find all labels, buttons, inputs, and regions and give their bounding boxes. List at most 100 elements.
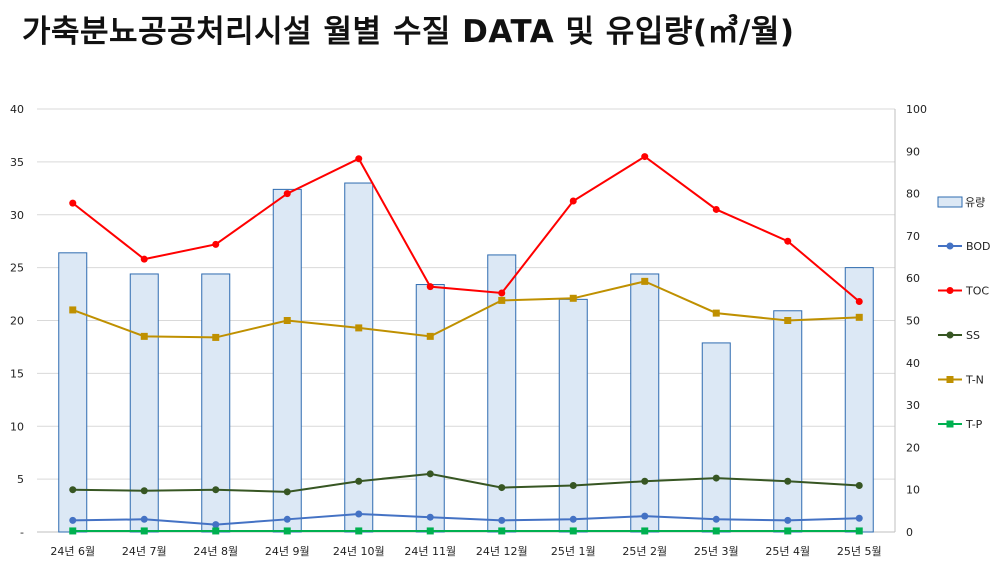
legend-label-TOC: TOC <box>965 285 989 298</box>
legend-label-SS: SS <box>966 329 980 342</box>
legend-label-BOD: BOD <box>966 240 990 253</box>
point-T-P <box>712 527 720 535</box>
point-T-N <box>140 332 148 340</box>
point-SS <box>355 477 363 485</box>
x-tick-label: 25년 1월 <box>551 545 596 558</box>
chart-title: 가축분뇨공공처리시설 월별 수질 DATA 및 유입량(㎥/월) <box>22 14 795 50</box>
point-T-N <box>283 317 291 324</box>
point-SS <box>784 477 792 485</box>
right-tick-label: 100 <box>906 103 927 116</box>
bar-유량 <box>558 298 588 533</box>
point-TOC <box>855 297 863 305</box>
legend-marker-T-N <box>946 376 954 383</box>
point-SS <box>426 470 434 478</box>
point-T-P <box>784 527 792 535</box>
left-tick-label: 5 <box>17 473 24 486</box>
point-BOD <box>569 515 577 523</box>
point-SS <box>498 484 506 492</box>
point-T-N <box>712 309 720 317</box>
point-T-N <box>498 296 506 304</box>
series-line-T-N <box>72 280 860 339</box>
point-T-N <box>426 332 434 340</box>
legend-label-T-N: T-N <box>965 374 984 387</box>
point-BOD <box>498 516 506 524</box>
bar-유량 <box>701 342 731 533</box>
left-tick-label: 25 <box>10 262 24 275</box>
point-BOD <box>212 521 220 529</box>
bar-유량 <box>344 182 374 533</box>
right-tick-label: 70 <box>906 230 920 243</box>
left-tick-label: - <box>20 526 24 539</box>
right-tick-label: 60 <box>906 272 920 285</box>
point-TOC <box>283 190 291 198</box>
point-T-P <box>283 527 291 535</box>
left-tick-label: 30 <box>10 209 24 222</box>
right-tick-label: 80 <box>906 188 920 201</box>
legend-label-유량: 유량 <box>965 196 985 209</box>
right-tick-label: 10 <box>906 484 920 497</box>
point-SS <box>641 477 649 485</box>
right-tick-label: 0 <box>906 526 913 539</box>
right-tick-label: 30 <box>906 399 920 412</box>
bar-유량 <box>272 188 302 533</box>
point-T-N <box>355 324 363 332</box>
right-tick-label: 40 <box>906 357 920 370</box>
point-TOC <box>498 289 506 297</box>
legend-swatch-유량 <box>937 196 963 208</box>
bar-유량 <box>415 284 445 533</box>
x-tick-label: 24년 10월 <box>333 545 385 558</box>
right-tick-label: 50 <box>906 315 920 328</box>
point-T-P <box>426 527 434 535</box>
point-T-N <box>784 317 792 324</box>
point-T-P <box>355 527 363 535</box>
point-T-N <box>641 277 649 285</box>
point-TOC <box>784 237 792 245</box>
point-BOD <box>140 515 148 523</box>
x-tick-label: 25년 3월 <box>694 545 739 558</box>
point-SS <box>212 486 220 494</box>
point-TOC <box>712 205 720 213</box>
point-T-P <box>498 527 506 535</box>
point-T-N <box>69 306 77 314</box>
left-tick-label: 15 <box>10 367 24 380</box>
point-T-P <box>212 527 220 535</box>
point-T-P <box>641 527 649 535</box>
point-T-N <box>569 294 577 302</box>
point-T-N <box>855 313 863 321</box>
point-BOD <box>355 510 363 518</box>
bar-유량 <box>844 267 874 533</box>
x-tick-label: 24년 6월 <box>50 545 95 558</box>
point-BOD <box>784 516 792 524</box>
point-SS <box>283 488 291 496</box>
point-TOC <box>69 199 77 207</box>
x-tick-label: 24년 8월 <box>193 545 238 558</box>
left-tick-label: 10 <box>10 420 24 433</box>
point-TOC <box>140 255 148 263</box>
point-TOC <box>355 155 363 163</box>
bar-유량 <box>773 310 803 533</box>
point-BOD <box>641 512 649 520</box>
point-BOD <box>855 514 863 522</box>
point-BOD <box>426 513 434 521</box>
left-tick-label: 40 <box>10 103 24 116</box>
x-tick-label: 24년 7월 <box>122 545 167 558</box>
x-tick-label: 24년 9월 <box>265 545 310 558</box>
point-T-P <box>69 527 77 535</box>
point-BOD <box>69 516 77 524</box>
legend-marker-T-P <box>946 420 954 428</box>
point-BOD <box>712 515 720 523</box>
bar-유량 <box>58 252 88 533</box>
right-tick-label: 20 <box>906 441 920 454</box>
x-tick-label: 24년 12월 <box>476 545 528 558</box>
point-BOD <box>283 515 291 523</box>
left-tick-label: 20 <box>10 315 24 328</box>
point-TOC <box>569 197 577 205</box>
point-SS <box>855 481 863 489</box>
x-tick-label: 24년 11월 <box>404 545 456 558</box>
point-TOC <box>641 153 649 161</box>
point-SS <box>140 487 148 495</box>
series-line-TOC <box>72 155 860 303</box>
point-T-P <box>855 527 863 535</box>
bar-유량 <box>201 273 231 533</box>
